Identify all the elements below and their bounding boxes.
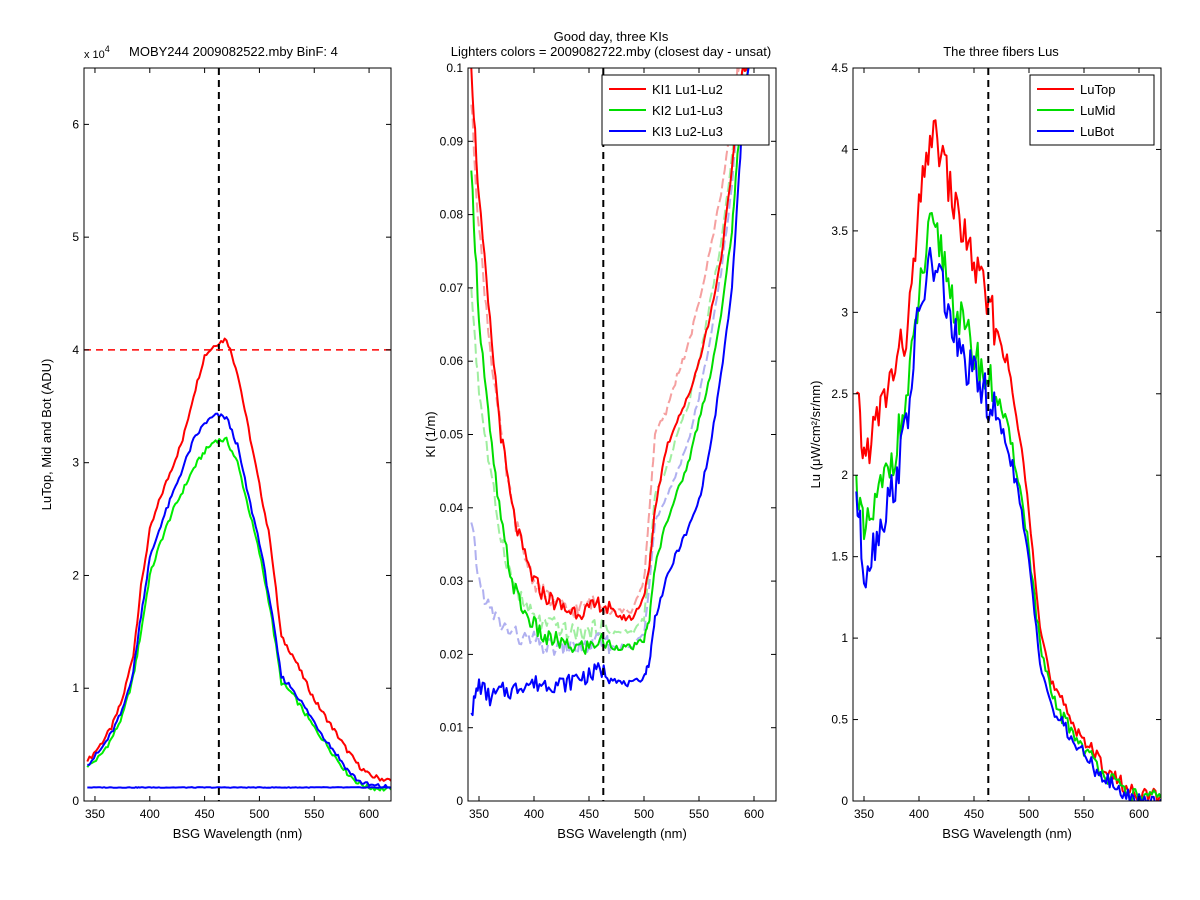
right-panel-three-fibers: The three fibers Lus 350 400 450 500 550 600 0… [808,44,1162,841]
x-axis-label: BSG Wavelength (nm) [942,826,1072,841]
right-panel-title: The three fibers Lus [943,44,1059,59]
left-exponent-multiplier: x 104 [84,44,110,61]
legend-label: LuMid [1080,103,1115,118]
center-panel-title: Good day, three KIs [554,29,669,44]
plot-lines-0 [86,337,391,792]
x-tick-label: 450 [964,807,984,821]
left-panel-title: MOBY244 2009082522.mby BinF: 4 [129,44,338,59]
x-axis-label: BSG Wavelength (nm) [557,826,687,841]
y-tick-label: 2 [72,568,79,582]
x-tick-label: 500 [249,807,269,821]
plot-lines-2 [855,119,1161,801]
plot-area-0 [84,68,391,801]
y-tick-label: 3 [841,305,848,319]
series-0-line [86,337,391,782]
y-tick-label: 0 [456,794,463,808]
ki2-lu1-lu3-line [470,68,750,655]
series-2-line [87,412,391,789]
x-tick-label: 500 [1019,807,1039,821]
y-tick-label: 0.01 [440,721,464,735]
x-tick-label: 450 [579,807,599,821]
y-axis-label: Lu (μW/cm²/sr/nm) [808,381,823,489]
x-tick-label: 350 [469,807,489,821]
y-tick-label: 0.03 [440,574,464,588]
y-tick-label: 0.5 [831,713,848,727]
axes-frame-0 [83,67,392,802]
y-tick-label: 0.07 [440,281,464,295]
x-tick-label: 550 [304,807,324,821]
y-tick-label: 3.5 [831,224,848,238]
lubot-line [855,246,1161,801]
x-tick-label: 400 [524,807,544,821]
legend-label: KI3 Lu2-Lu3 [652,124,723,139]
plot-area-1 [468,68,776,801]
y-axis-label: KI (1/m) [423,411,438,457]
y-tick-label: 2 [841,468,848,482]
legend-label: LuBot [1080,124,1114,139]
y-tick-label: 0.05 [440,428,464,442]
x-tick-label: 500 [634,807,654,821]
x-tick-label: 600 [359,807,379,821]
y-tick-label: 0.09 [440,134,464,148]
x-tick-label: 600 [1129,807,1149,821]
y-axis-label: LuTop, Mid and Bot (ADU) [39,359,54,511]
y-tick-label: 0.04 [440,501,464,515]
y-tick-label: 0.08 [440,208,464,222]
y-tick-label: 0.06 [440,354,464,368]
y-tick-label: 4.5 [831,61,848,75]
y-tick-label: 6 [72,117,79,131]
axes-frame-2 [852,67,1162,802]
center-panel-subtitle: Lighters colors = 2009082722.mby (closes… [451,44,771,59]
plot-lines-1 [470,68,750,717]
y-tick-label: 0.02 [440,647,464,661]
series-1-line [86,436,391,792]
y-tick-label: 1 [72,681,79,695]
legend-box [601,74,770,146]
y-tick-label: 0 [72,794,79,808]
x-tick-label: 600 [744,807,764,821]
lighter-series-4-line [470,68,749,642]
x-tick-label: 400 [140,807,160,821]
y-tick-label: 0 [841,794,848,808]
y-tick-label: 0.1 [446,61,463,75]
x-tick-label: 350 [854,807,874,821]
y-tick-label: 4 [841,142,848,156]
lighter-series-3-line [470,68,749,620]
ki1-lu1-lu2-line [470,68,750,622]
series-3-line [87,786,391,789]
x-tick-label: 450 [195,807,215,821]
x-tick-label: 400 [909,807,929,821]
legend-label: KI2 Lu1-Lu3 [652,103,723,118]
x-tick-label: 350 [85,807,105,821]
x-tick-label: 550 [1074,807,1094,821]
y-tick-label: 4 [72,343,79,357]
ki3-lu2-lu3-line [470,68,750,717]
lutop-line [855,119,1161,801]
y-tick-label: 1 [841,631,848,645]
legend-label: KI1 Lu1-Lu2 [652,82,723,97]
y-tick-label: 5 [72,230,79,244]
y-tick-label: 3 [72,456,79,470]
y-tick-label: 1.5 [831,550,848,564]
y-tick-label: 2.5 [831,387,848,401]
legend-1: KI1 Lu1-Lu2 KI2 Lu1-Lu3 KI3 Lu2-Lu3 [601,74,770,146]
x-axis-label: BSG Wavelength (nm) [173,826,303,841]
legend-2: LuTop LuMid LuBot [1029,74,1155,146]
legend-label: LuTop [1080,82,1115,97]
x-tick-label: 550 [689,807,709,821]
lighter-series-5-line [470,68,750,656]
plot-area-2 [853,68,1161,801]
center-panel-ki: Good day, three KIs Lighters colors = 20… [423,29,777,841]
left-panel-lu-adu: x 104 MOBY244 2009082522.mby BinF: 4 350… [39,44,392,841]
